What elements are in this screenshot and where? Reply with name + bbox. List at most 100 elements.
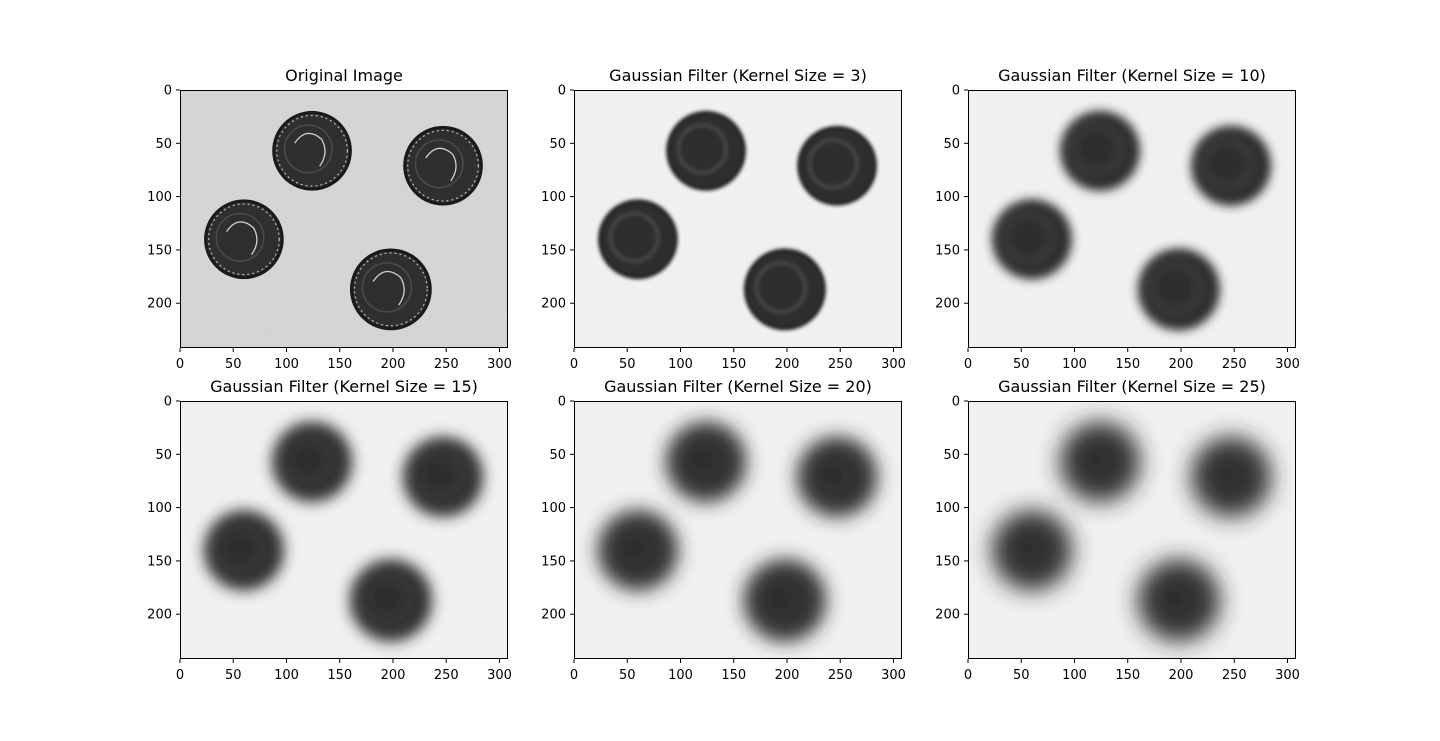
y-tick-label: 0	[164, 395, 172, 410]
panel-title: Gaussian Filter (Kernel Size = 3)	[609, 66, 867, 85]
x-tick-label: 300	[881, 668, 906, 683]
x-tick-label: 100	[668, 668, 693, 683]
y-tick-label: 50	[943, 448, 960, 463]
image-area	[180, 401, 508, 659]
x-tick-label: 0	[176, 668, 184, 683]
y-tick-label: 200	[935, 608, 960, 623]
x-tick-label: 300	[487, 668, 512, 683]
coin-3-relief	[608, 212, 660, 263]
y-tick-label: 200	[541, 297, 566, 312]
panel-2: Gaussian Filter (Kernel Size = 3) 0 50 100 1…	[541, 66, 906, 372]
y-tick-label: 0	[558, 84, 566, 99]
image-area	[574, 90, 902, 348]
x-tick-label: 300	[1275, 668, 1300, 683]
coin-1-relief	[1070, 123, 1122, 175]
x-tick-label: 50	[619, 668, 636, 683]
x-tick-label: 200	[775, 357, 800, 372]
coin-4-relief	[360, 572, 413, 625]
axes-frame	[574, 401, 902, 659]
coin-3-relief	[1002, 523, 1054, 574]
y-tick-label: 100	[147, 190, 172, 205]
coin-2-relief	[413, 449, 465, 501]
coin-2-relief	[414, 139, 464, 189]
y-tick-label: 150	[541, 554, 566, 569]
panel-title: Original Image	[285, 66, 403, 85]
x-tick-label: 0	[570, 668, 578, 683]
coin-1-relief	[282, 434, 334, 486]
y-tick-label: 150	[147, 243, 172, 258]
y-tick-label: 200	[541, 608, 566, 623]
panel-4: Gaussian Filter (Kernel Size = 15) 0 50 100…	[147, 377, 512, 683]
coin-4-relief	[361, 262, 413, 313]
x-tick-label: 250	[434, 668, 459, 683]
coin-4-relief	[754, 572, 807, 625]
panel-title: Gaussian Filter (Kernel Size = 25)	[998, 377, 1266, 396]
coin-4-highlight	[372, 270, 405, 306]
y-tick-label: 0	[164, 84, 172, 99]
y-tick-label: 0	[558, 395, 566, 410]
y-tick-label: 50	[943, 137, 960, 152]
x-tick-label: 200	[775, 668, 800, 683]
coin-1-relief	[676, 434, 728, 486]
y-tick-label: 50	[549, 448, 566, 463]
x-tick-label: 200	[381, 357, 406, 372]
image-area	[968, 90, 1296, 348]
y-tick-label: 100	[935, 190, 960, 205]
y-tick-label: 150	[935, 554, 960, 569]
x-tick-label: 100	[668, 357, 693, 372]
image-area	[180, 90, 508, 348]
x-tick-label: 150	[721, 668, 746, 683]
x-tick-label: 100	[1062, 357, 1087, 372]
y-tick-label: 0	[952, 84, 960, 99]
x-tick-label: 0	[570, 357, 578, 372]
x-tick-label: 300	[1275, 357, 1300, 372]
x-tick-label: 250	[828, 668, 853, 683]
coin-3-relief	[1002, 212, 1054, 263]
coin-2-relief	[1201, 138, 1253, 190]
axes-frame	[180, 401, 508, 659]
coin-3	[207, 202, 281, 277]
x-tick-label: 50	[1013, 668, 1030, 683]
panel-title: Gaussian Filter (Kernel Size = 20)	[604, 377, 872, 396]
x-tick-label: 250	[1222, 668, 1247, 683]
x-tick-label: 200	[1169, 668, 1194, 683]
coin-2-highlight	[425, 147, 457, 182]
y-tick-label: 200	[147, 608, 172, 623]
panel-title: Gaussian Filter (Kernel Size = 10)	[998, 66, 1266, 85]
x-tick-label: 150	[1115, 668, 1140, 683]
x-tick-label: 100	[1062, 668, 1087, 683]
coin-4-relief	[1148, 572, 1201, 625]
coin-3-relief	[608, 523, 660, 574]
panel-3: Gaussian Filter (Kernel Size = 10) 0 50 100…	[935, 66, 1300, 372]
x-tick-label: 50	[1013, 357, 1030, 372]
y-tick-label: 150	[541, 243, 566, 258]
y-tick-label: 100	[541, 501, 566, 516]
y-tick-label: 50	[155, 137, 172, 152]
coin-1-relief	[676, 123, 728, 175]
coin-1-highlight	[294, 132, 326, 167]
y-tick-label: 100	[935, 501, 960, 516]
y-tick-label: 50	[155, 448, 172, 463]
x-tick-label: 250	[434, 357, 459, 372]
x-tick-label: 150	[721, 357, 746, 372]
axes-frame	[180, 90, 508, 348]
x-tick-label: 50	[225, 357, 242, 372]
x-tick-label: 300	[487, 357, 512, 372]
axes-frame	[968, 401, 1296, 659]
coin-2-relief	[807, 449, 859, 501]
coin-2-relief	[807, 138, 859, 190]
panel-1: Original Image 0 50 100 150 200 250 300 0 50 100 15…	[147, 66, 512, 372]
axes-frame	[968, 90, 1296, 348]
coin-1-lettering	[276, 114, 348, 187]
y-tick-label: 0	[952, 395, 960, 410]
x-tick-label: 150	[327, 668, 352, 683]
x-tick-label: 250	[1222, 357, 1247, 372]
y-tick-label: 150	[147, 554, 172, 569]
axes-frame	[574, 90, 902, 348]
x-tick-label: 200	[381, 668, 406, 683]
panel-title: Gaussian Filter (Kernel Size = 15)	[210, 377, 478, 396]
coin-3-lettering	[207, 203, 280, 276]
y-tick-label: 50	[549, 137, 566, 152]
coin-3-relief	[215, 212, 265, 262]
x-tick-label: 100	[274, 668, 299, 683]
